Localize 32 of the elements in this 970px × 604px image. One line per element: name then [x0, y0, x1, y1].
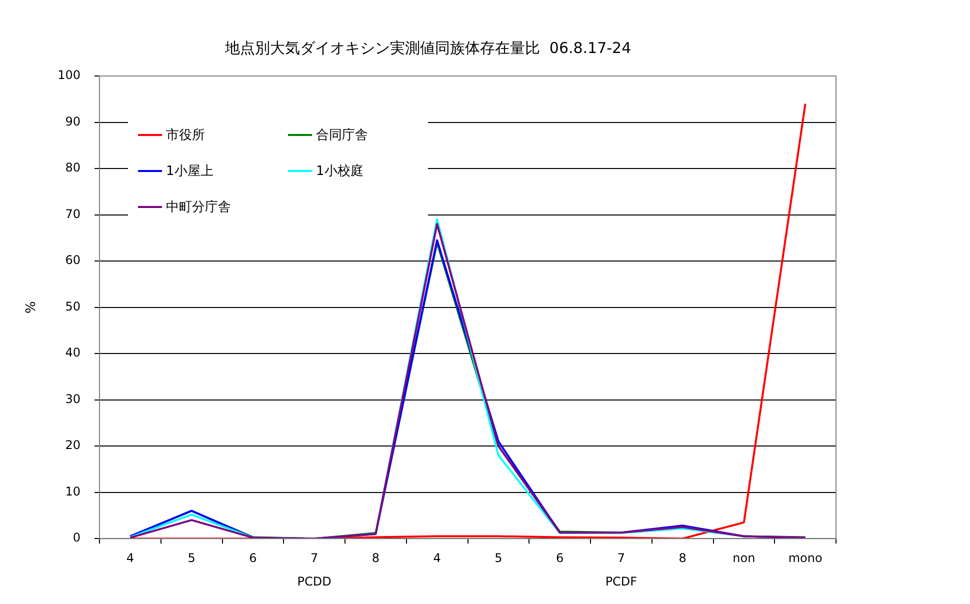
y-tick-label: 90	[65, 114, 81, 128]
x-tick-label: 7	[310, 550, 318, 565]
y-axis-title: %	[24, 301, 40, 314]
x-tick-label: non	[732, 550, 756, 565]
text: PCDF	[605, 574, 638, 589]
y-tick-label: 20	[65, 438, 81, 452]
text: PCDD	[297, 574, 332, 589]
y-tick-label: 60	[65, 253, 81, 268]
y-tick-label: 50	[65, 299, 81, 314]
x-tick-label: 6	[249, 550, 257, 565]
legend-label: 1小校庭	[316, 163, 364, 180]
x-tick-label: 7	[617, 550, 626, 565]
y-tick-label: 30	[65, 392, 81, 406]
legend-label: 市役所	[166, 127, 205, 144]
x-tick-label: 4	[126, 550, 134, 565]
x-tick-label: 5	[494, 550, 502, 565]
y-tick-label: 100	[58, 68, 81, 82]
chart-title: 地点別大気ダイオキシン実測値同族体存在量比 06.8.17-24	[224, 38, 632, 57]
x-tick-label: mono	[788, 550, 822, 565]
x-tick-label: 8	[678, 550, 686, 565]
y-tick-label: 80	[65, 160, 81, 175]
x-tick-label: 4	[433, 550, 441, 565]
legend-label: 合同庁舎	[316, 127, 368, 144]
y-tick-label: 10	[65, 484, 81, 498]
y-tick-label: 70	[65, 206, 81, 221]
legend-label: 中町分庁舎	[166, 199, 231, 216]
x-tick-label: 6	[556, 550, 564, 565]
y-tick-label: 40	[65, 346, 81, 360]
x-tick-label: 8	[372, 550, 380, 565]
legend-label: 1小屋上	[166, 163, 214, 180]
y-tick-label: 0	[72, 530, 81, 545]
x-tick-label: 5	[188, 550, 196, 565]
